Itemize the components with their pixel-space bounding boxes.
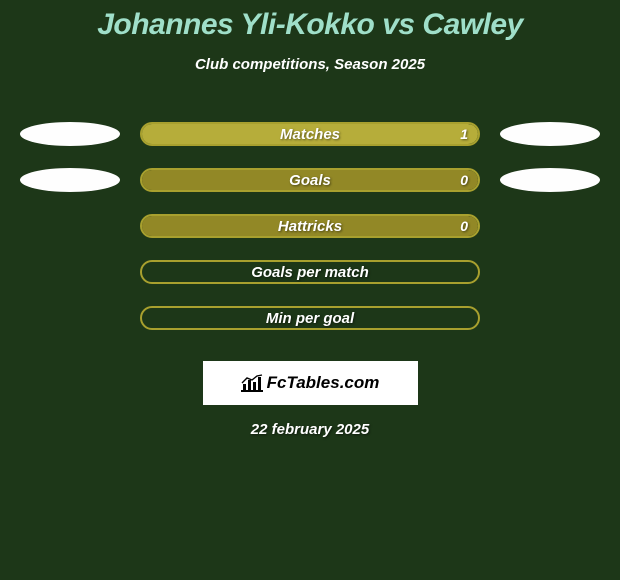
stat-bar: Goals per match xyxy=(140,260,480,284)
team-ellipse-left xyxy=(20,122,120,146)
subtitle: Club competitions, Season 2025 xyxy=(0,56,620,73)
stat-row: Goals per match xyxy=(0,249,620,295)
stat-rows: 1 Matches 0 Goals 0 Hattricks Goals per match M… xyxy=(0,111,620,341)
bar-value-right: 0 xyxy=(460,218,468,234)
bar-label: Goals xyxy=(289,172,331,189)
date-label: 22 february 2025 xyxy=(0,421,620,438)
bar-label: Goals per match xyxy=(251,264,369,281)
logo-box: FcTables.com xyxy=(203,361,418,405)
stat-row: 0 Goals xyxy=(0,157,620,203)
bar-label: Min per goal xyxy=(266,310,354,327)
bar-label: Matches xyxy=(280,126,340,143)
team-ellipse-right xyxy=(500,122,600,146)
bar-value-right: 0 xyxy=(460,172,468,188)
stat-bar: 1 Matches xyxy=(140,122,480,146)
team-ellipse-left xyxy=(20,168,120,192)
chart-icon xyxy=(241,374,263,392)
stat-bar: 0 Hattricks xyxy=(140,214,480,238)
team-ellipse-right xyxy=(500,168,600,192)
stat-row: 1 Matches xyxy=(0,111,620,157)
bar-value-right: 1 xyxy=(460,126,468,142)
stat-bar: Min per goal xyxy=(140,306,480,330)
stat-bar: 0 Goals xyxy=(140,168,480,192)
stat-row: 0 Hattricks xyxy=(0,203,620,249)
bar-label: Hattricks xyxy=(278,218,342,235)
page-title: Johannes Yli-Kokko vs Cawley xyxy=(0,0,620,42)
stat-row: Min per goal xyxy=(0,295,620,341)
logo-text: FcTables.com xyxy=(267,373,380,393)
